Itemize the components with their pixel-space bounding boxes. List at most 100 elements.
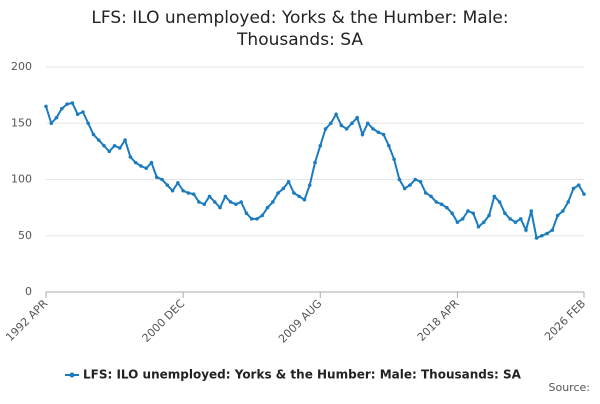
- point: [371, 127, 375, 131]
- y-tick-label: 0: [25, 285, 32, 298]
- point: [186, 191, 191, 195]
- point: [44, 104, 48, 109]
- y-tick-label: 150: [11, 116, 32, 129]
- point: [492, 194, 497, 199]
- point: [455, 220, 460, 225]
- point: [297, 194, 301, 199]
- point: [102, 143, 106, 148]
- point: [434, 200, 439, 204]
- point: [86, 121, 90, 126]
- point: [191, 192, 196, 196]
- point: [265, 205, 270, 210]
- point: [276, 191, 280, 195]
- x-tick-label: 2009 AUG: [276, 297, 325, 346]
- point: [439, 202, 444, 207]
- point: [339, 123, 344, 128]
- point: [365, 121, 370, 126]
- point: [107, 149, 112, 154]
- point: [513, 220, 518, 225]
- point: [466, 209, 470, 213]
- point: [244, 211, 249, 216]
- point: [318, 143, 323, 148]
- y-tick-label: 200: [11, 60, 32, 73]
- point: [65, 102, 69, 106]
- x-tick-label: 2018 APR: [415, 297, 462, 344]
- point: [481, 220, 486, 225]
- point: [49, 121, 54, 126]
- point: [529, 209, 534, 213]
- point: [355, 115, 359, 120]
- point: [344, 127, 349, 131]
- point: [376, 130, 381, 135]
- point: [360, 132, 365, 137]
- point: [460, 217, 465, 221]
- point: [518, 217, 523, 221]
- point: [476, 224, 481, 229]
- point: [139, 164, 143, 168]
- point: [181, 188, 185, 193]
- point: [286, 179, 291, 184]
- point: [207, 194, 212, 199]
- point: [445, 205, 449, 210]
- point: [223, 194, 228, 199]
- source: Source:: [549, 381, 591, 394]
- point: [81, 110, 85, 114]
- point: [197, 200, 201, 204]
- point: [413, 177, 418, 182]
- point: [534, 236, 539, 240]
- point: [418, 179, 423, 184]
- point: [154, 175, 159, 180]
- point: [212, 200, 217, 204]
- point: [202, 202, 207, 207]
- point: [571, 186, 576, 191]
- point: [133, 160, 138, 165]
- point: [487, 213, 491, 218]
- point: [249, 217, 254, 221]
- point: [70, 101, 75, 105]
- legend-label: LFS: ILO unemployed: Yorks & the Humber:…: [83, 368, 522, 382]
- point: [160, 177, 164, 182]
- point: [561, 209, 565, 213]
- point: [234, 202, 238, 207]
- point: [402, 186, 407, 191]
- point: [218, 205, 222, 210]
- point: [60, 106, 64, 111]
- point: [123, 138, 127, 142]
- point: [545, 231, 549, 236]
- point: [423, 191, 428, 195]
- point: [503, 211, 507, 216]
- point: [576, 183, 581, 187]
- legend-marker: [69, 372, 75, 378]
- point: [91, 132, 96, 137]
- point: [450, 211, 454, 216]
- point: [302, 197, 307, 202]
- point: [165, 183, 170, 187]
- point: [524, 228, 528, 232]
- point: [555, 213, 560, 218]
- point: [329, 121, 333, 126]
- point: [54, 115, 59, 120]
- point: [350, 121, 354, 126]
- point: [239, 200, 243, 204]
- point: [497, 200, 502, 204]
- point: [176, 181, 180, 185]
- point: [228, 200, 233, 204]
- x-tick-label: 2026 FEB: [542, 297, 588, 343]
- point: [323, 127, 328, 131]
- point: [118, 146, 122, 150]
- point: [128, 155, 133, 159]
- point: [112, 143, 117, 148]
- point: [566, 200, 570, 204]
- point: [582, 192, 586, 196]
- y-tick-label: 50: [18, 229, 32, 242]
- point: [255, 217, 259, 221]
- point: [307, 183, 312, 187]
- point: [271, 200, 275, 204]
- point: [75, 112, 80, 117]
- point: [170, 188, 175, 193]
- point: [334, 112, 338, 117]
- point: [471, 211, 476, 216]
- point: [540, 233, 544, 238]
- chart-title: LFS: ILO unemployed: Yorks & the Humber:…: [91, 8, 508, 28]
